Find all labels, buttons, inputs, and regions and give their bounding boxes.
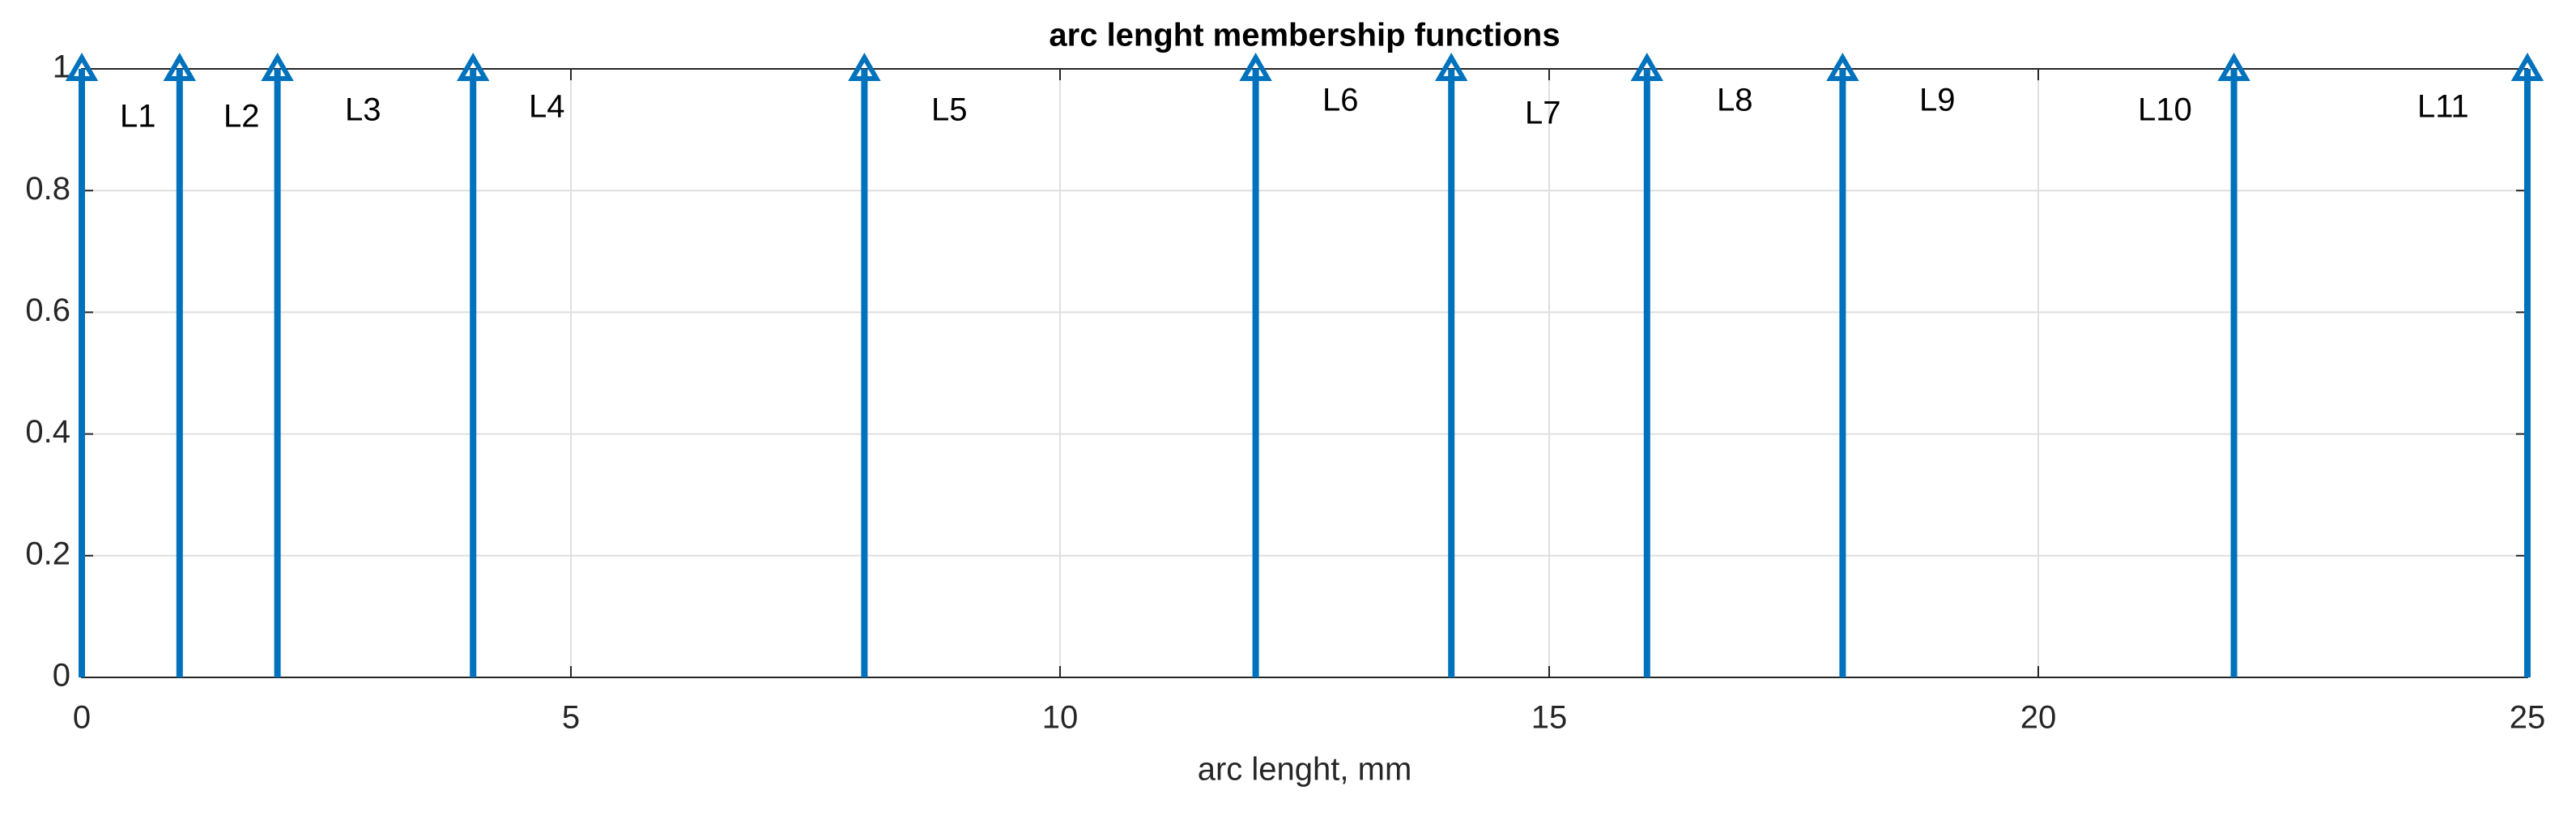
annotation: L1: [120, 99, 156, 135]
annotation: L10: [2138, 92, 2192, 128]
x-tick-label: 5: [562, 700, 580, 736]
stem-marker: [65, 52, 99, 81]
stem-marker: [261, 52, 294, 81]
x-tick-label: 20: [2020, 700, 2057, 736]
annotation: L3: [345, 92, 381, 128]
annotation: L11: [2417, 89, 2469, 125]
chart-title: arc lenght membership functions: [1049, 18, 1560, 53]
plot-area: [82, 69, 2527, 677]
x-tick-label: 25: [2510, 700, 2546, 736]
x-tick-label: 0: [73, 700, 91, 736]
stem-marker: [163, 52, 196, 81]
stem-marker: [1826, 52, 1859, 81]
annotation: L4: [529, 89, 565, 125]
y-tick-label: 0.4: [25, 414, 70, 450]
y-tick-label: 0: [53, 658, 70, 694]
stem-marker: [1435, 52, 1468, 81]
x-tick-label: 10: [1042, 700, 1079, 736]
annotation: L2: [224, 99, 260, 135]
x-tick-label: 15: [1531, 700, 1568, 736]
stem-marker: [2217, 52, 2250, 81]
stem-marker: [1239, 52, 1272, 81]
stem-marker: [848, 52, 881, 81]
stem-marker: [1630, 52, 1663, 81]
y-tick-label: 0.2: [25, 536, 70, 571]
stem-marker: [2510, 52, 2544, 81]
annotation: L7: [1525, 96, 1561, 131]
y-tick-label: 0.6: [25, 293, 70, 328]
y-tick-label: 1: [53, 49, 70, 85]
y-tick-label: 0.8: [25, 171, 70, 207]
annotation: L6: [1322, 83, 1359, 118]
annotation: L5: [931, 92, 968, 128]
annotation: L8: [1717, 83, 1753, 118]
x-axis-label: arc lenght, mm: [1198, 752, 1412, 788]
annotation: L9: [1919, 83, 1956, 118]
stem-marker: [457, 52, 490, 81]
